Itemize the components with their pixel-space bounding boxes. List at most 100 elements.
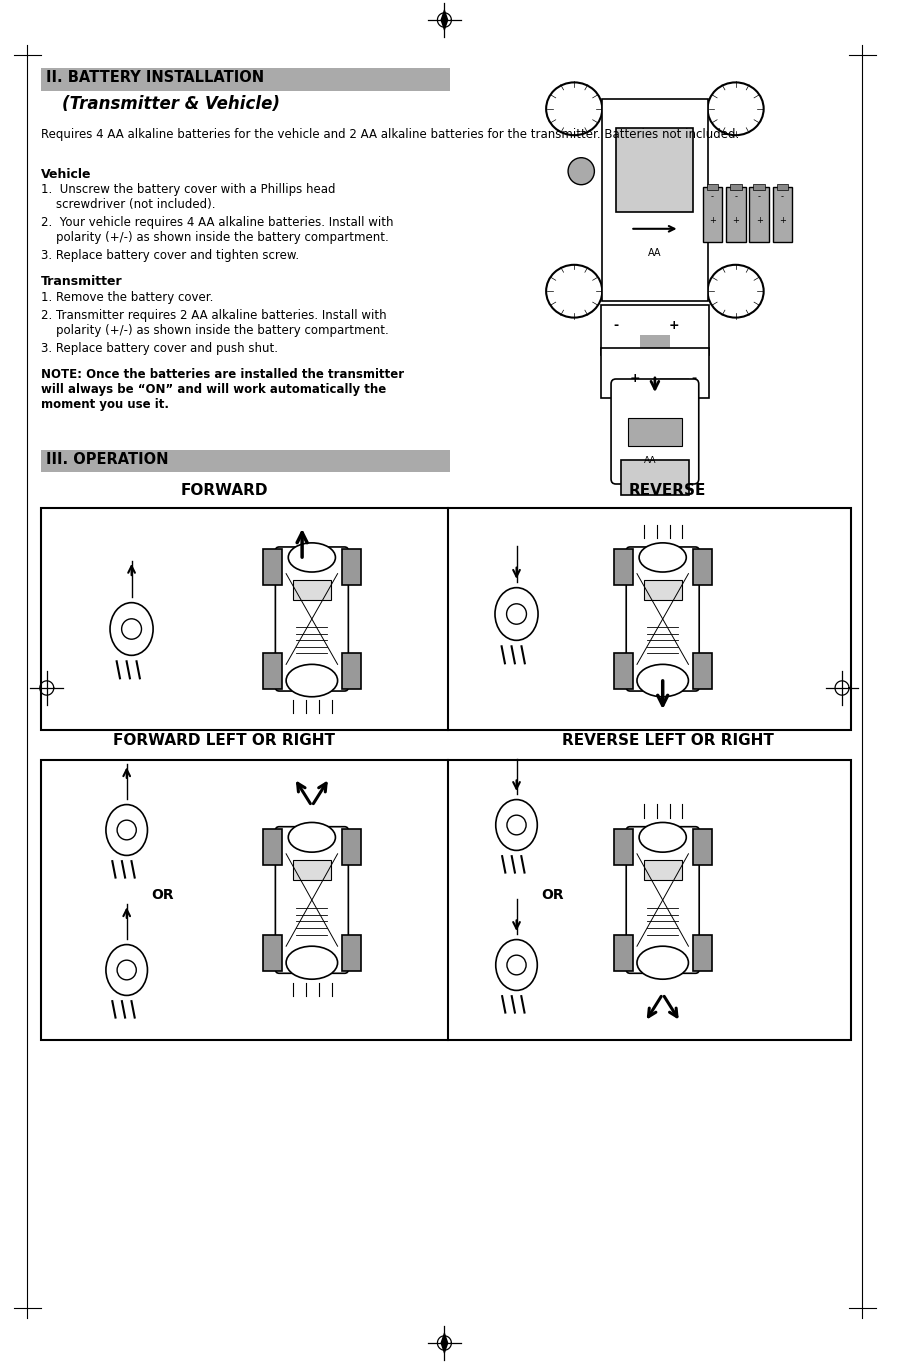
Circle shape [507, 815, 526, 836]
Ellipse shape [106, 804, 148, 856]
Text: FORWARD LEFT OR RIGHT: FORWARD LEFT OR RIGHT [113, 733, 335, 748]
FancyBboxPatch shape [626, 827, 699, 973]
Ellipse shape [546, 82, 603, 135]
Polygon shape [43, 676, 51, 699]
FancyBboxPatch shape [611, 379, 698, 484]
Bar [614, 653, 633, 688]
Text: -: - [758, 192, 761, 202]
Bar [41, 450, 450, 472]
Polygon shape [440, 8, 448, 31]
Bar [293, 581, 331, 600]
Text: +: + [669, 319, 679, 331]
Text: +: + [630, 372, 641, 384]
Bar [41, 761, 851, 1040]
Ellipse shape [496, 939, 537, 991]
Text: -: - [691, 372, 697, 384]
Text: -: - [734, 192, 738, 202]
Bar [341, 653, 361, 688]
Bar [753, 184, 765, 189]
Ellipse shape [286, 946, 338, 979]
Text: 1.  Unscrew the battery cover with a Phillips head
    screwdriver (not included: 1. Unscrew the battery cover with a Phil… [41, 183, 335, 211]
Text: -: - [711, 192, 714, 202]
Ellipse shape [106, 945, 148, 995]
Bar [644, 860, 682, 880]
Bar [693, 653, 711, 688]
Text: Requires 4 AA alkaline batteries for the vehicle and 2 AA alkaline batteries for: Requires 4 AA alkaline batteries for the… [41, 128, 740, 140]
Bar [603, 99, 708, 301]
Bar [772, 187, 792, 243]
Circle shape [117, 960, 136, 980]
Text: III. OPERATION: III. OPERATION [46, 453, 168, 468]
FancyBboxPatch shape [276, 827, 349, 973]
FancyBboxPatch shape [276, 547, 349, 691]
Bar [750, 187, 769, 243]
Bar [660, 378, 689, 398]
Ellipse shape [639, 822, 687, 852]
Ellipse shape [289, 542, 335, 572]
Bar [341, 935, 361, 970]
Bar [341, 829, 361, 866]
Ellipse shape [637, 946, 688, 979]
Bar [777, 184, 789, 189]
Bar [263, 935, 282, 970]
Text: -: - [614, 319, 618, 331]
Bar [41, 508, 851, 731]
Text: -: - [782, 192, 784, 202]
Bar [293, 860, 331, 880]
Bar [602, 305, 708, 354]
Ellipse shape [708, 82, 763, 135]
Bar [263, 653, 282, 688]
Ellipse shape [637, 664, 688, 696]
Bar [730, 184, 741, 189]
Bar [341, 549, 361, 585]
Text: +: + [732, 215, 740, 225]
Text: 2. Transmitter requires 2 AA alkaline batteries. Install with
    polarity (+/-): 2. Transmitter requires 2 AA alkaline ba… [41, 309, 389, 337]
Ellipse shape [639, 542, 687, 572]
Bar [644, 581, 682, 600]
Circle shape [507, 955, 526, 975]
Text: +: + [709, 215, 716, 225]
Text: AA: AA [648, 248, 662, 258]
Bar [41, 68, 450, 91]
Text: Transmitter: Transmitter [41, 275, 122, 288]
Text: OR: OR [151, 889, 173, 902]
Bar [263, 829, 282, 866]
Ellipse shape [495, 587, 538, 641]
Bar [614, 935, 633, 970]
Bar [614, 549, 633, 585]
Text: (Transmitter & Vehicle): (Transmitter & Vehicle) [62, 95, 280, 113]
Text: OR: OR [540, 889, 563, 902]
Bar [703, 187, 722, 243]
Ellipse shape [110, 602, 153, 656]
Text: AA: AA [644, 457, 656, 465]
Text: FORWARD: FORWARD [181, 483, 268, 497]
Bar [693, 549, 711, 585]
Bar [602, 348, 708, 398]
Ellipse shape [286, 664, 338, 696]
Bar [263, 549, 282, 585]
Text: 2.  Your vehicle requires 4 AA alkaline batteries. Install with
    polarity (+/: 2. Your vehicle requires 4 AA alkaline b… [41, 215, 394, 244]
Text: +: + [779, 215, 786, 225]
Text: 3. Replace battery cover and tighten screw.: 3. Replace battery cover and tighten scr… [41, 249, 299, 262]
Bar [616, 128, 694, 213]
Text: II. BATTERY INSTALLATION: II. BATTERY INSTALLATION [46, 70, 264, 85]
Ellipse shape [289, 822, 335, 852]
Circle shape [117, 821, 136, 840]
Bar [640, 335, 669, 354]
Bar [621, 459, 689, 495]
Text: +: + [756, 215, 762, 225]
Polygon shape [440, 1332, 448, 1355]
Ellipse shape [546, 264, 603, 318]
FancyBboxPatch shape [626, 547, 699, 691]
Text: NOTE: Once the batteries are installed the transmitter
will always be “ON” and w: NOTE: Once the batteries are installed t… [41, 368, 404, 412]
Text: REVERSE: REVERSE [629, 483, 707, 497]
Text: 1. Remove the battery cover.: 1. Remove the battery cover. [41, 290, 214, 304]
Bar [627, 417, 682, 446]
Circle shape [507, 604, 527, 624]
Ellipse shape [568, 158, 594, 185]
Text: 3. Replace battery cover and push shut.: 3. Replace battery cover and push shut. [41, 342, 278, 354]
Bar [614, 829, 633, 866]
Ellipse shape [496, 800, 537, 851]
Bar [693, 935, 711, 970]
Bar [693, 829, 711, 866]
